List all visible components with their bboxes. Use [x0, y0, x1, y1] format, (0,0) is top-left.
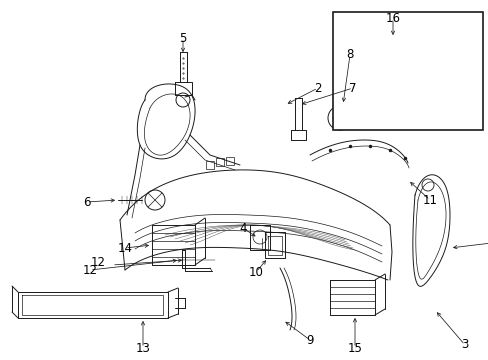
Text: 10: 10: [248, 266, 263, 279]
Text: 6: 6: [83, 195, 91, 208]
Text: 3: 3: [460, 338, 468, 351]
Bar: [216, 158, 224, 166]
Text: 15: 15: [347, 342, 362, 355]
Text: 5: 5: [179, 31, 186, 45]
Text: 2: 2: [314, 81, 321, 94]
Text: 16: 16: [385, 12, 400, 24]
Text: 8: 8: [346, 49, 353, 62]
Text: 4: 4: [239, 221, 246, 234]
Bar: [205, 161, 214, 169]
Text: 12: 12: [90, 256, 105, 269]
Text: 7: 7: [348, 81, 356, 94]
Text: 12: 12: [82, 264, 97, 276]
Text: 14: 14: [117, 242, 132, 255]
Bar: [332, 12, 482, 130]
Bar: [225, 157, 234, 165]
Text: 9: 9: [305, 333, 313, 346]
Text: 13: 13: [135, 342, 150, 355]
Text: 11: 11: [422, 194, 437, 207]
